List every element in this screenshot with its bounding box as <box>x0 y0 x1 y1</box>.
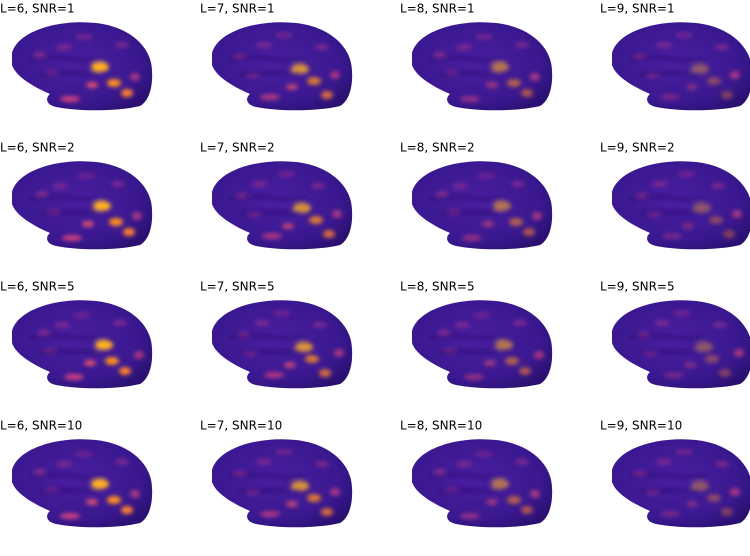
panel-label: L=9, SNR=1 <box>600 2 675 16</box>
brain-image <box>612 300 750 389</box>
brain-image <box>212 22 353 111</box>
panel: L=9, SNR=2 <box>600 141 750 250</box>
panel: L=9, SNR=10 <box>600 419 750 528</box>
panel-label: L=7, SNR=5 <box>200 280 275 294</box>
panel: L=7, SNR=1 <box>200 2 353 111</box>
brain-image <box>12 22 153 111</box>
panel-label: L=8, SNR=1 <box>400 2 475 16</box>
panel: L=7, SNR=2 <box>200 141 353 250</box>
panel: L=6, SNR=1 <box>0 2 153 111</box>
panel-label: L=6, SNR=1 <box>0 2 75 16</box>
panel-label: L=6, SNR=10 <box>0 419 82 433</box>
panel: L=8, SNR=2 <box>400 141 553 250</box>
brain-image <box>612 161 750 250</box>
panel: L=6, SNR=10 <box>0 419 153 528</box>
panel-label: L=6, SNR=5 <box>0 280 75 294</box>
panel: L=7, SNR=10 <box>200 419 353 528</box>
brain-image <box>412 161 553 250</box>
panel-label: L=8, SNR=2 <box>400 141 475 155</box>
panel: L=6, SNR=2 <box>0 141 153 250</box>
panel: L=7, SNR=5 <box>200 280 353 389</box>
panel-label: L=9, SNR=5 <box>600 280 675 294</box>
brain-image <box>212 161 353 250</box>
panel-label: L=6, SNR=2 <box>0 141 75 155</box>
panel: L=8, SNR=10 <box>400 419 553 528</box>
panel: L=9, SNR=5 <box>600 280 750 389</box>
panel: L=9, SNR=1 <box>600 2 750 111</box>
panel: L=6, SNR=5 <box>0 280 153 389</box>
brain-image <box>412 22 553 111</box>
panel-label: L=7, SNR=10 <box>200 419 282 433</box>
panel-label: L=8, SNR=5 <box>400 280 475 294</box>
brain-image <box>12 439 153 528</box>
brain-image <box>212 439 353 528</box>
panel: L=8, SNR=5 <box>400 280 553 389</box>
panel-label: L=8, SNR=10 <box>400 419 482 433</box>
panel-label: L=9, SNR=10 <box>600 419 682 433</box>
brain-image <box>12 300 153 389</box>
brain-image <box>412 439 553 528</box>
panel-label: L=7, SNR=1 <box>200 2 275 16</box>
panel-label: L=9, SNR=2 <box>600 141 675 155</box>
brain-image <box>612 439 750 528</box>
brain-image <box>412 300 553 389</box>
panel-label: L=7, SNR=2 <box>200 141 275 155</box>
brain-image <box>12 161 153 250</box>
panel: L=8, SNR=1 <box>400 2 553 111</box>
brain-image <box>612 22 750 111</box>
brain-image <box>212 300 353 389</box>
